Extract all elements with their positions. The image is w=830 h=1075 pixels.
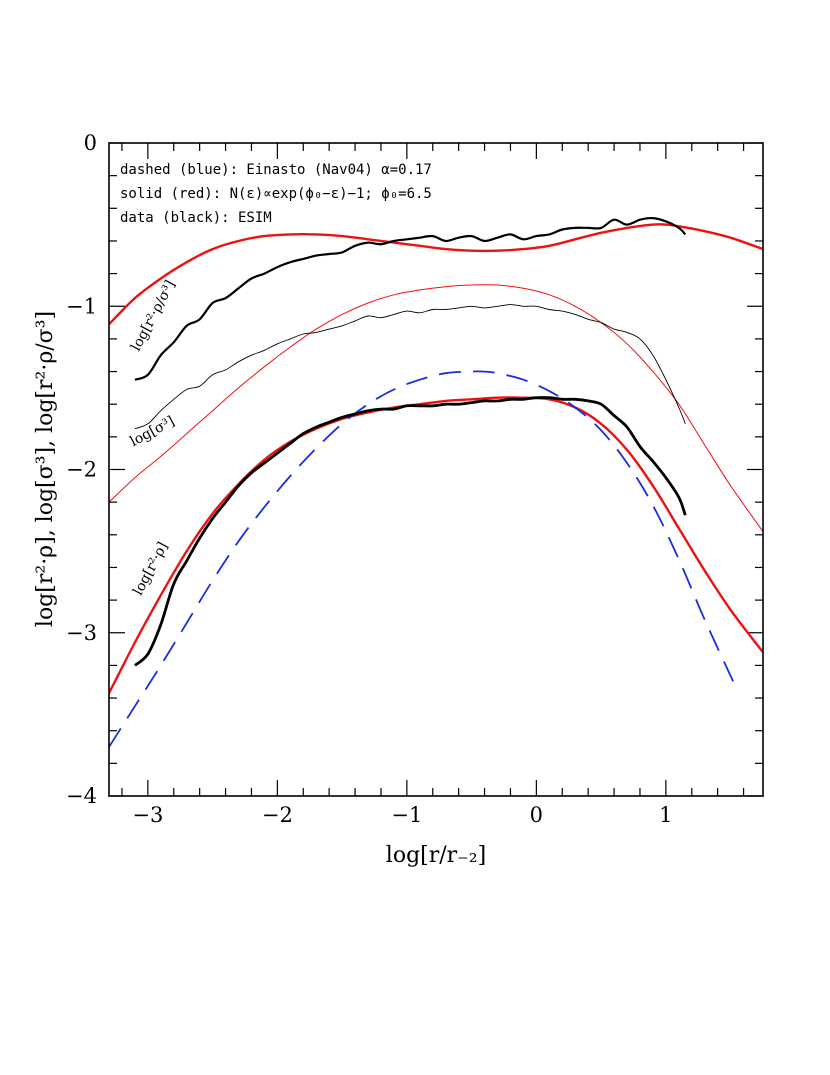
legend-line-dashed-blue: dashed (blue): Einasto (Nav04) α=0.17 — [120, 162, 432, 178]
series-black-rho — [133, 396, 687, 667]
y-tick-label: 0 — [84, 131, 97, 155]
curve-label-1: log[σ³] — [127, 413, 177, 450]
x-tick-label: −3 — [132, 803, 163, 827]
x-tick-label: −2 — [262, 803, 293, 827]
x-tick-label: 0 — [530, 803, 543, 827]
x-tick-label: −1 — [391, 803, 422, 827]
series-black-sigma3-ratio — [134, 216, 687, 381]
legend-line-solid-red: solid (red): N(ε)∝exp(ϕ₀−ε)−1; ϕ₀=6.5 — [120, 186, 432, 202]
legend-line-data-black: data (black): ESIM — [120, 210, 272, 226]
curve-label-0: log[r²·ρ/σ³] — [128, 278, 179, 354]
x-tick-label: 1 — [659, 803, 672, 827]
data-series — [109, 216, 763, 748]
y-tick-label: −1 — [66, 294, 97, 318]
y-tick-label: −4 — [66, 784, 97, 808]
series-blue-einasto — [109, 370, 738, 748]
axis-tick-labels: −3 −2 −1 0 1 −4 −3 −2 −1 0 — [66, 131, 673, 827]
plot-frame — [108, 142, 764, 797]
y-axis-label: log[r²·ρ], log[σ³], log[r²·ρ/σ³] — [33, 311, 58, 627]
series-red-lower — [109, 396, 763, 694]
y-tick-label: −3 — [66, 621, 97, 645]
x-axis-label: log[r/r₋₂] — [386, 843, 486, 868]
series-red-sigma — [109, 284, 763, 532]
curve-labels: log[r²·ρ/σ³]log[σ³]log[r²·ρ] — [127, 278, 178, 598]
y-tick-label: −2 — [66, 458, 97, 482]
axis-ticks — [109, 142, 763, 797]
series-red-upper — [109, 223, 763, 326]
series-black-sigma3 — [134, 304, 686, 430]
